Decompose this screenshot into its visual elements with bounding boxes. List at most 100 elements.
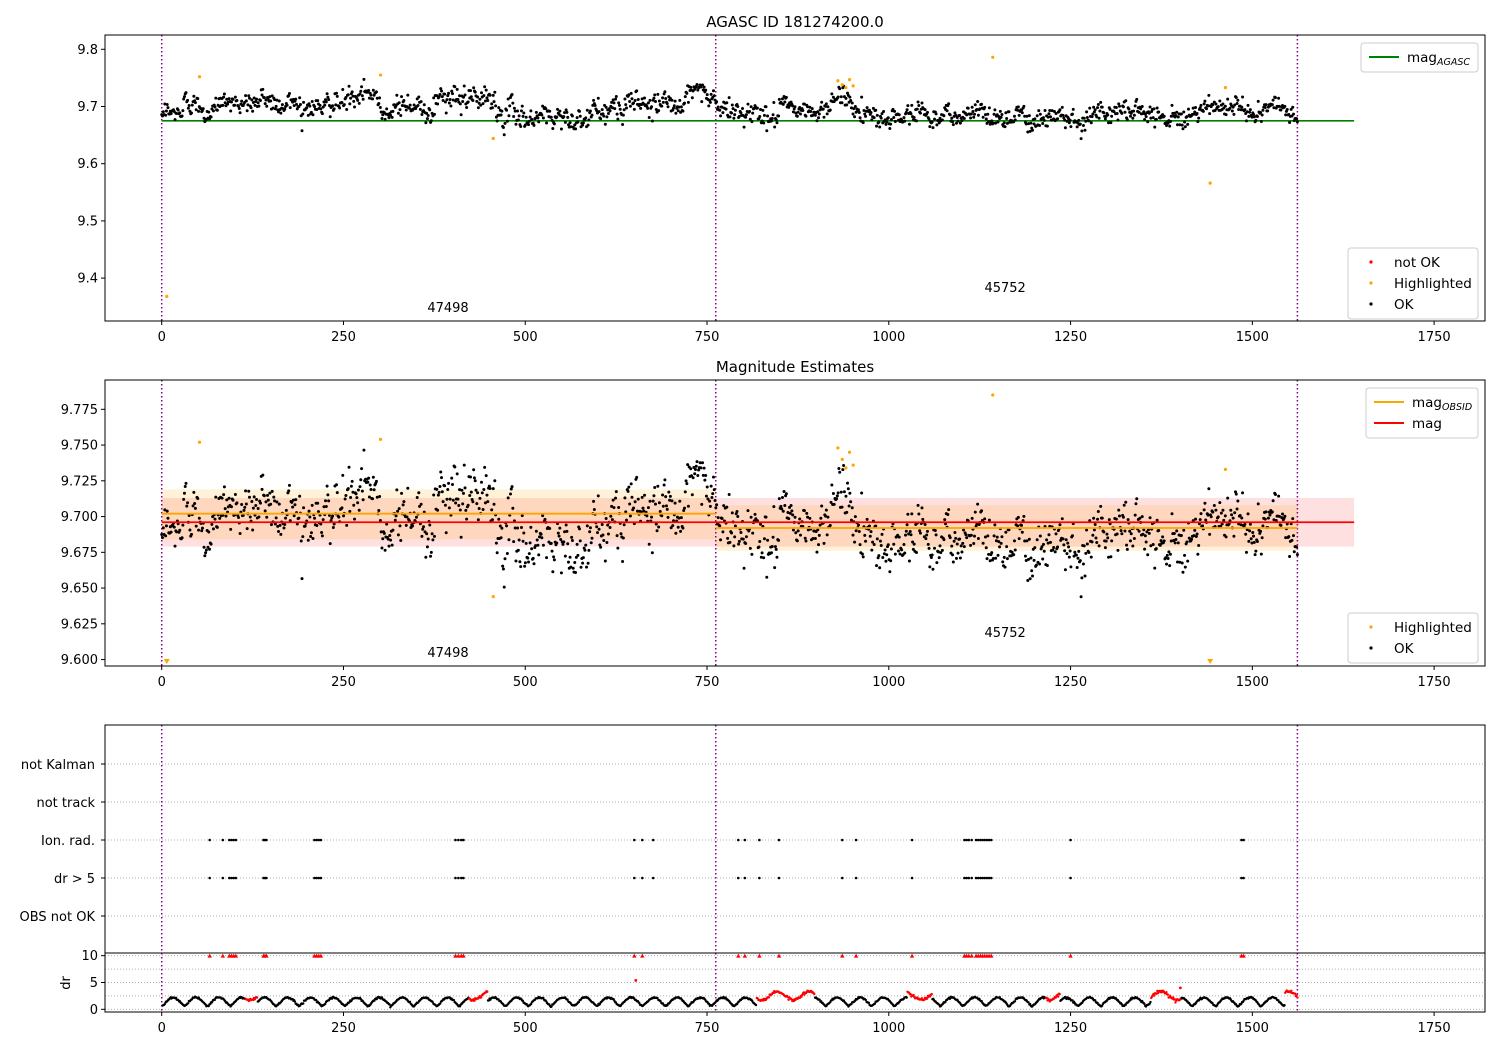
p1-ok-point	[361, 97, 365, 101]
p2-ok-point	[933, 528, 937, 532]
p4-dr-clipped-marker	[461, 953, 466, 958]
p2-ok-point	[251, 528, 255, 532]
p2-ok-point	[366, 480, 370, 484]
p1-ok-point	[1168, 124, 1172, 128]
p2-ok-point	[1117, 508, 1121, 512]
p1-ok-point	[1097, 116, 1101, 120]
p2-ok-point	[742, 566, 746, 570]
p1-ok-point	[617, 103, 621, 107]
p1-ok-point	[432, 112, 436, 116]
p1-ok-point	[762, 113, 766, 117]
p2-ok-point	[1068, 549, 1072, 553]
p2-ok-point	[995, 535, 999, 539]
p2-ok-point	[1165, 553, 1169, 557]
p2-ytick-label: 9.750	[61, 439, 98, 454]
p2-ok-point	[695, 460, 699, 464]
p2-ok-point	[746, 509, 750, 513]
p2-ok-point	[856, 523, 860, 527]
p1-ok-point	[399, 113, 403, 117]
p1-ytick-label: 9.7	[77, 100, 98, 115]
p2-ok-point	[349, 495, 353, 499]
p2-ok-point	[1007, 528, 1011, 532]
p1-ok-point	[161, 110, 165, 114]
p2-ok-point	[981, 541, 985, 545]
p2-ok-point	[793, 515, 797, 519]
p1-ok-point	[1252, 115, 1256, 119]
p2-ok-point	[1058, 523, 1062, 527]
p2-ok-point	[284, 508, 288, 512]
p1-ok-point	[249, 106, 253, 110]
p2-ok-point	[507, 538, 511, 542]
p2-ok-point	[755, 519, 759, 523]
p1-ok-point	[1181, 127, 1185, 131]
p2-ok-point	[786, 511, 790, 515]
p2-ok-point	[605, 541, 609, 545]
p2-ok-point	[368, 483, 372, 487]
p1-ok-point	[400, 103, 404, 107]
p2-ok-point	[287, 483, 291, 487]
p2-ok-point	[1159, 539, 1163, 543]
p1-ok-point	[209, 115, 213, 119]
p2-ok-point	[1120, 532, 1124, 536]
p2-ok-point	[772, 505, 776, 509]
p2-ok-point	[206, 545, 210, 549]
p2-ok-point	[904, 533, 908, 537]
p2-ok-point	[431, 538, 435, 542]
p1-ok-point	[310, 99, 314, 103]
p1-ok-point	[398, 108, 402, 112]
p1-ok-point	[479, 103, 483, 107]
p2-ok-point	[1274, 519, 1278, 523]
p1-ok-point	[614, 97, 618, 101]
p2-ok-point	[965, 536, 969, 540]
p2-ok-point	[1168, 564, 1172, 568]
p1-ok-point	[190, 103, 194, 107]
p1-bottom-legend-label: not OK	[1394, 255, 1441, 271]
p2-ok-point	[573, 561, 577, 565]
p1-ok-point	[613, 107, 617, 111]
p2-ok-point	[1141, 532, 1145, 536]
p2-ok-point	[939, 551, 943, 555]
p2-ok-point	[1051, 548, 1055, 552]
p1-ok-point	[972, 115, 976, 119]
p2-ok-point	[994, 556, 998, 560]
p1-ok-point	[1148, 105, 1152, 109]
p2-ok-point	[1029, 556, 1033, 560]
p1-ok-point	[1151, 116, 1155, 120]
p2-ok-point	[1216, 515, 1220, 519]
p1-ok-point	[817, 116, 821, 120]
p2-ok-point	[389, 538, 393, 542]
p2-ok-point	[953, 531, 957, 535]
p2-ok-point	[661, 493, 665, 497]
p3-ion-rad-flag	[232, 838, 235, 842]
p2-ok-point	[499, 536, 503, 540]
p1-ok-point	[1284, 113, 1288, 117]
p1-ok-point	[987, 106, 991, 110]
p2-ok-point	[356, 501, 360, 505]
p2-ok-point	[912, 542, 916, 546]
p2-ok-point	[173, 544, 177, 548]
p1-ok-point	[784, 95, 788, 99]
p2-ok-point	[297, 516, 301, 520]
p2-ok-point	[931, 567, 935, 571]
p1-ok-point	[821, 107, 825, 111]
p2-ok-point	[356, 488, 360, 492]
p1-ok-point	[516, 118, 520, 122]
p1-ok-point	[1285, 107, 1289, 111]
p1-ok-point	[748, 117, 752, 121]
p2-ok-point	[837, 467, 841, 471]
p1-ok-point	[435, 94, 439, 98]
p2-ok-point	[664, 504, 668, 508]
p1-ok-point	[1162, 114, 1166, 118]
p2-ok-point	[845, 510, 849, 514]
p1-ok-point	[978, 107, 982, 111]
p2-ok-point	[534, 544, 538, 548]
p2-ok-point	[1253, 553, 1257, 557]
p1-ok-point	[918, 111, 922, 115]
p4-dr-clipped-marker	[453, 953, 458, 958]
p1-ok-point	[727, 96, 731, 100]
p1-ok-point	[298, 96, 302, 100]
p1-ok-point	[537, 120, 541, 124]
p2-ok-point	[973, 510, 977, 514]
p2-ok-point	[1117, 514, 1121, 518]
p2-ok-point	[596, 494, 600, 498]
